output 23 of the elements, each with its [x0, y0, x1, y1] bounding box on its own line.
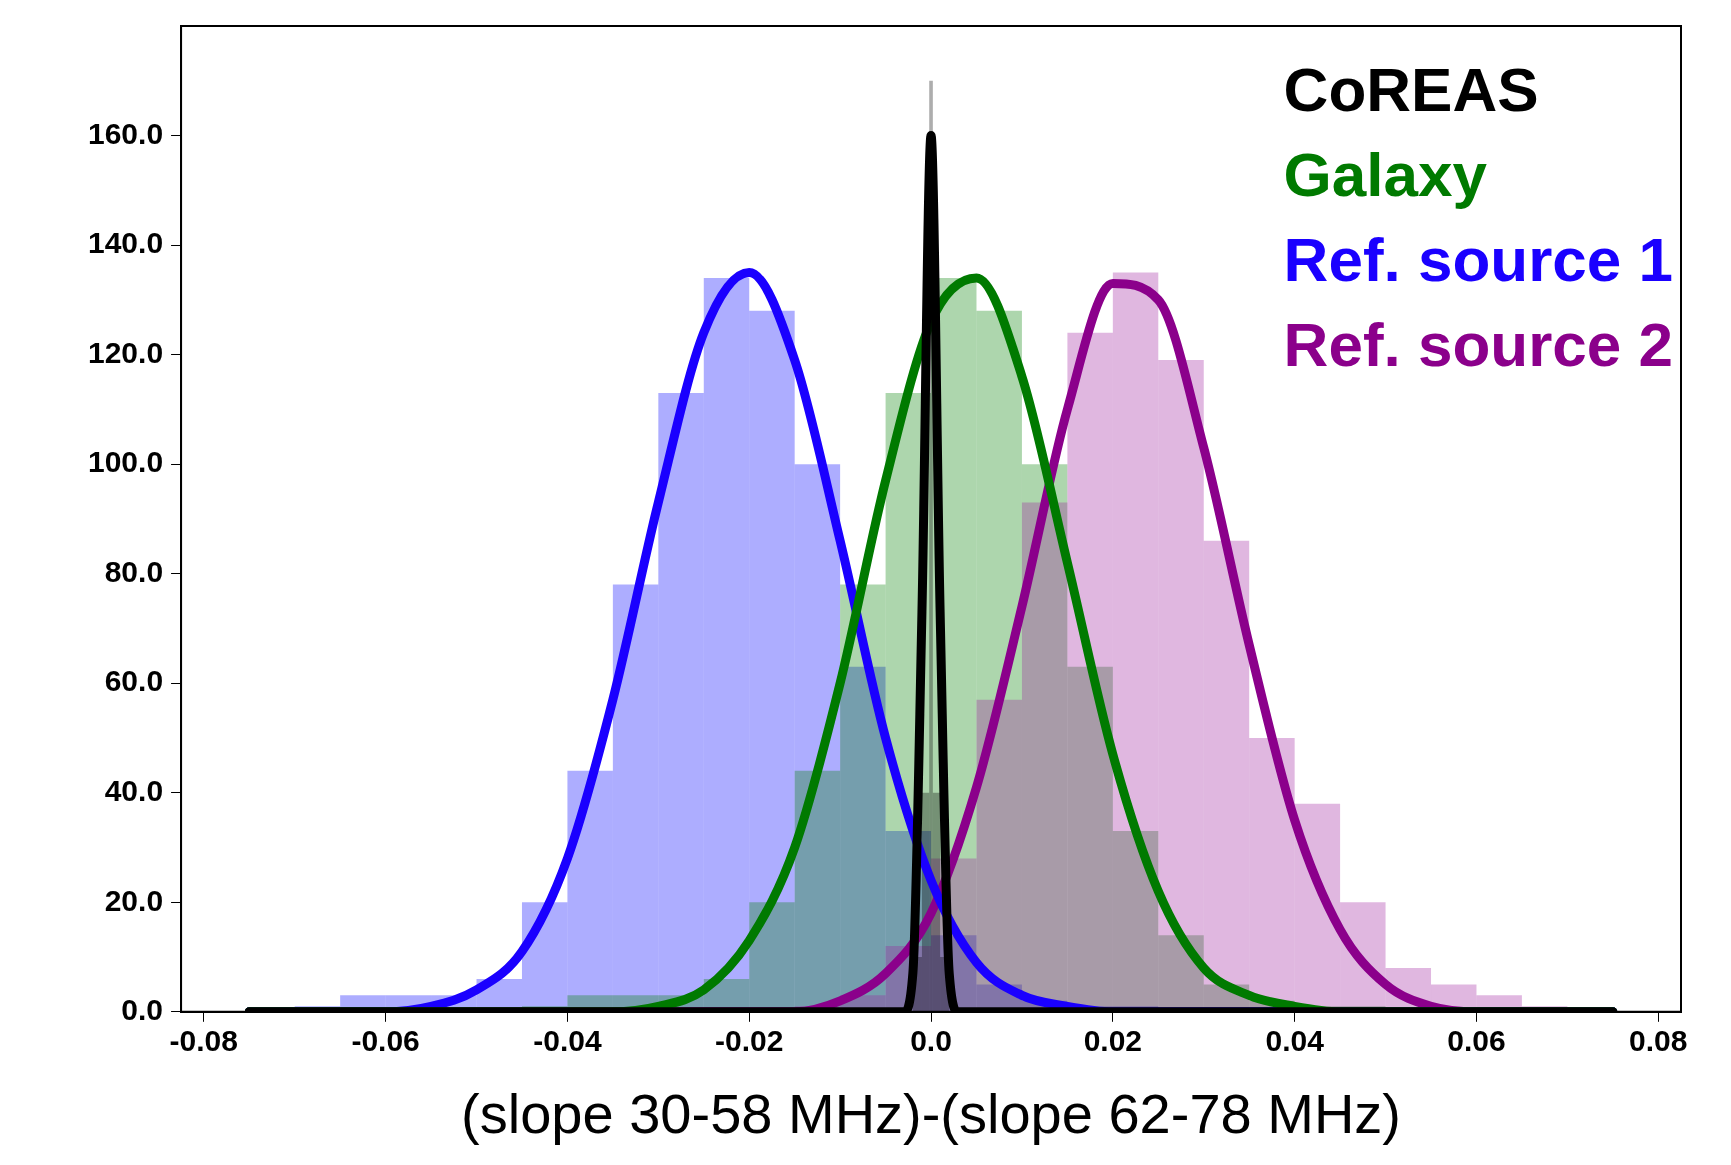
x-tick-label: 0.04	[1265, 1024, 1325, 1058]
y-tick-label: 160.0	[88, 116, 164, 150]
x-tick-label: 0.02	[1083, 1024, 1143, 1058]
x-axis-title: (slope 30-58 MHz)-(slope 62-78 MHz)	[461, 1081, 1401, 1145]
text: CoREAS	[1283, 55, 1539, 124]
x-tick-label: -0.08	[169, 1024, 238, 1058]
x-tick-label: -0.06	[351, 1024, 420, 1058]
text: Ref. source 1	[1283, 225, 1674, 294]
y-tick-label: 100.0	[88, 445, 164, 479]
x-tick-label: 0.06	[1447, 1024, 1506, 1058]
y-tick-label: 60.0	[104, 664, 164, 698]
x-tick-label: -0.02	[715, 1024, 784, 1058]
x-tick-label: 0.08	[1629, 1024, 1688, 1058]
x-tick-label: -0.04	[533, 1024, 602, 1058]
y-tick-label: 80.0	[104, 554, 164, 588]
y-tick-label: 20.0	[104, 883, 164, 917]
y-tick-label: 0.0	[121, 993, 164, 1027]
y-tick-label: 40.0	[104, 774, 164, 807]
series-label: Ref. source 2	[1283, 310, 1674, 379]
y-tick-label: 120.0	[88, 335, 164, 369]
y-tick-label: 140.0	[88, 226, 164, 260]
text: Galaxy	[1283, 140, 1488, 209]
x-tick-label: 0.0	[910, 1024, 952, 1058]
